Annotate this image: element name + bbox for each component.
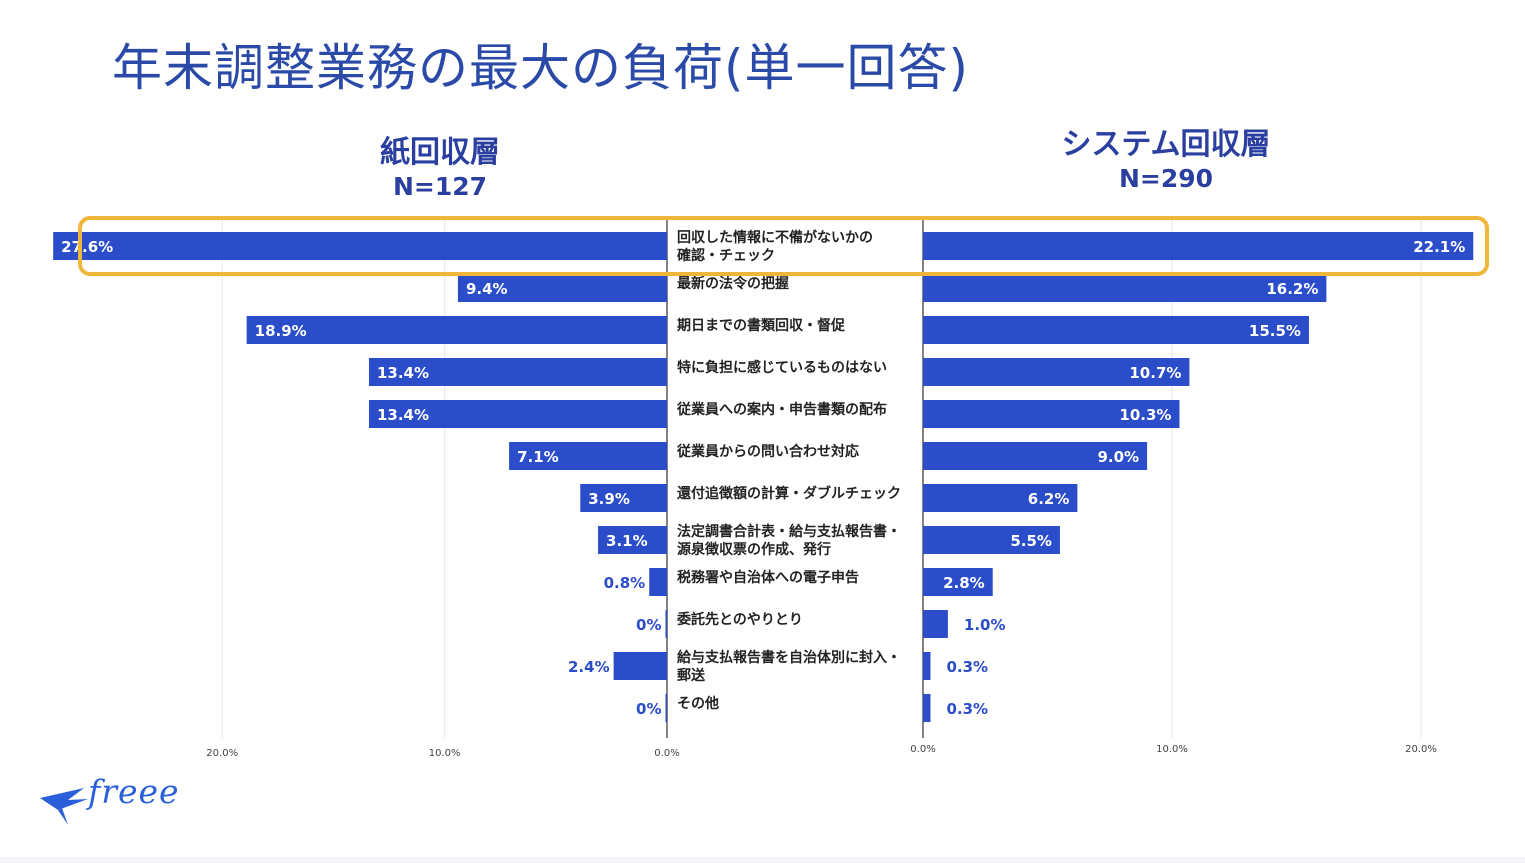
right-group-header: システム回収層 N=290 — [1016, 127, 1316, 195]
left-bar-value-label: 0% — [636, 700, 661, 718]
right-group-sample-size: N=290 — [1118, 164, 1214, 193]
left-bar — [368, 400, 667, 428]
footer-rule — [0, 857, 1525, 863]
left-bar-value-label: 9.4% — [466, 280, 508, 298]
left-bar-value-label: 27.6% — [61, 238, 113, 256]
right-bar — [923, 484, 1078, 512]
right-tick-label: 10.0% — [1156, 744, 1188, 755]
left-bar-value-label: 7.1% — [517, 448, 559, 466]
left-group-sample-size: N=127 — [392, 172, 488, 201]
right-bar-value-label: 5.5% — [1010, 532, 1052, 550]
left-bar-value-label: 0.8% — [604, 574, 646, 592]
right-tick-label: 20.0% — [1405, 744, 1437, 755]
category-label: 郵送 — [677, 667, 706, 684]
category-label: 期日までの書類回収・督促 — [677, 317, 846, 334]
right-bar-value-label: 1.0% — [964, 616, 1006, 634]
right-bar — [923, 694, 931, 722]
category-label: 従業員からの問い合わせ対応 — [676, 443, 859, 460]
right-bar — [923, 358, 1190, 386]
right-bar — [923, 610, 948, 638]
right-bar-value-label: 10.7% — [1129, 364, 1181, 382]
bird-icon — [40, 788, 88, 825]
right-bar-value-label: 22.1% — [1413, 238, 1465, 256]
category-label: 税務署や自治体への電子申告 — [677, 569, 859, 586]
category-label: 従業員への案内・申告書類の配布 — [676, 401, 887, 418]
right-bar — [923, 652, 931, 680]
left-bar-value-label: 0% — [636, 616, 661, 634]
left-bar-value-label: 13.4% — [377, 406, 429, 424]
category-label: 委託先とのやりとり — [676, 611, 803, 628]
highlight-frame — [78, 216, 1489, 276]
right-tick-label: 0.0% — [910, 744, 935, 755]
right-bar — [923, 442, 1148, 470]
left-bar-value-label: 13.4% — [377, 364, 429, 382]
right-bar — [923, 316, 1309, 344]
right-bar-value-label: 6.2% — [1028, 490, 1070, 508]
left-bar — [649, 568, 667, 596]
left-tick-label: 10.0% — [429, 748, 461, 759]
category-label: 特に負担に感じているものはない — [677, 359, 887, 376]
left-bar — [580, 484, 667, 512]
left-bar — [53, 232, 667, 260]
right-bar-value-label: 0.3% — [946, 700, 988, 718]
left-bar — [368, 358, 667, 386]
left-tick-label: 20.0% — [206, 748, 238, 759]
right-bar-value-label: 2.8% — [943, 574, 985, 592]
left-group-name: 紙回収層 — [380, 135, 500, 170]
slide-title: 年末調整業務の最大の負荷(単一回答) — [112, 39, 970, 97]
right-bar-value-label: 10.3% — [1119, 406, 1171, 424]
category-label: その他 — [677, 695, 719, 712]
right-bar — [923, 568, 993, 596]
left-bar-value-label: 3.9% — [588, 490, 630, 508]
left-bar — [598, 526, 667, 554]
left-bar — [246, 316, 667, 344]
category-label: 源泉徴収票の作成、発行 — [677, 541, 831, 558]
left-bar-value-label: 18.9% — [255, 322, 307, 340]
left-bar — [613, 652, 667, 680]
right-bar-value-label: 16.2% — [1266, 280, 1318, 298]
category-label: 法定調書合計表・給与支払報告書・ — [677, 523, 901, 540]
category-label: 最新の法令の把握 — [677, 275, 789, 292]
right-group-name: システム回収層 — [1061, 127, 1271, 162]
right-bar — [923, 232, 1474, 260]
left-group-header: 紙回収層 N=127 — [340, 135, 540, 203]
left-bar-value-label: 3.1% — [606, 532, 648, 550]
category-label: 給与支払報告書を自治体別に封入・ — [677, 649, 901, 666]
right-bar-value-label: 0.3% — [946, 658, 988, 676]
left-bar — [665, 610, 667, 638]
left-tick-label: 0.0% — [654, 748, 679, 759]
left-bar-value-label: 2.4% — [568, 658, 610, 676]
right-bar — [923, 400, 1180, 428]
left-bar — [509, 442, 667, 470]
right-bar — [923, 274, 1327, 302]
left-bar — [457, 274, 667, 302]
category-label: 還付追徴額の計算・ダブルチェック — [677, 485, 901, 502]
category-label: 回収した情報に不備がないかの — [677, 229, 873, 246]
left-bar — [665, 694, 667, 722]
right-bar — [923, 526, 1060, 554]
right-bar-value-label: 9.0% — [1097, 448, 1139, 466]
freee-logo-text: freee — [88, 772, 180, 811]
category-label: 確認・チェック — [677, 247, 775, 264]
right-bar-value-label: 15.5% — [1249, 322, 1301, 340]
